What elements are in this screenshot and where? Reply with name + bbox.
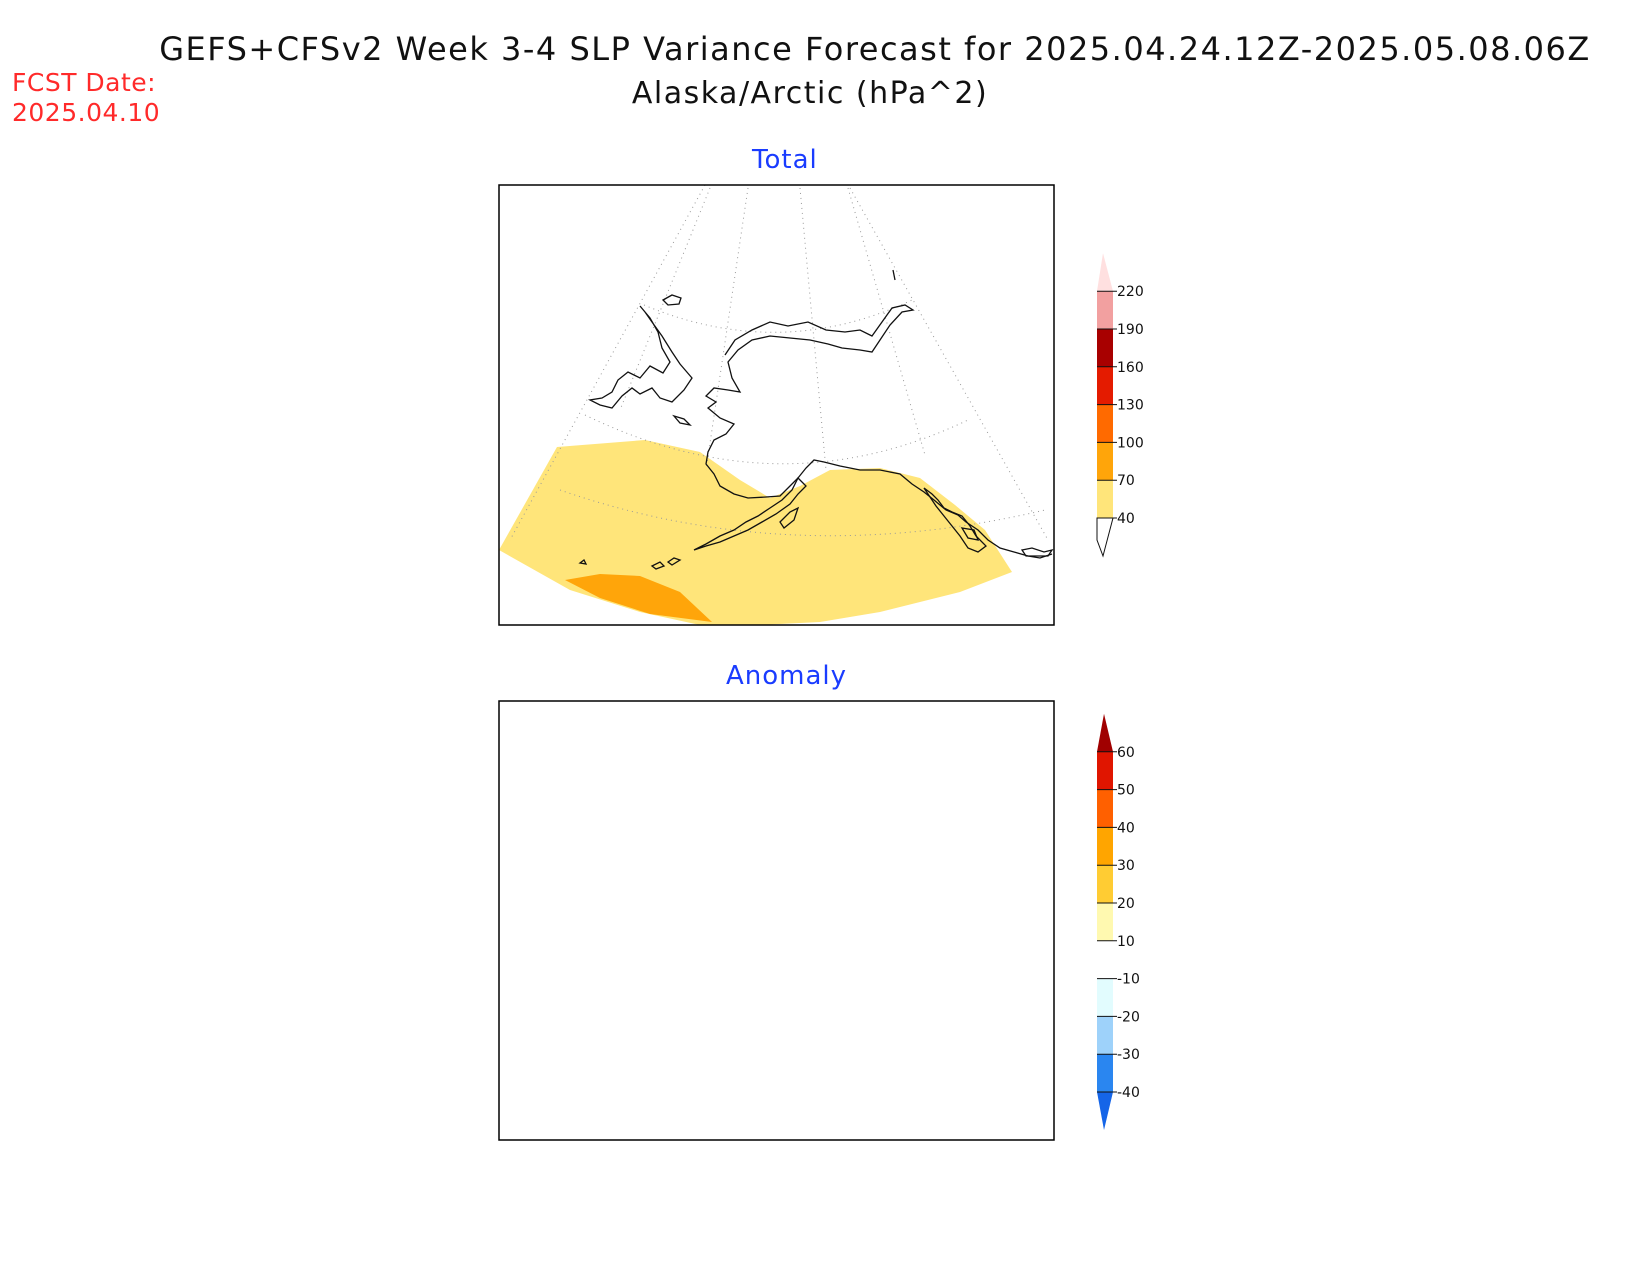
anomaly-colorbar-box — [1097, 978, 1113, 1017]
anomaly-colorbar-label: -30 — [1117, 1047, 1140, 1063]
anomaly-colorbar-label: 30 — [1117, 858, 1135, 874]
anomaly-fill-minus20 — [499, 936, 812, 1141]
anomaly-fill-white-patch — [875, 858, 985, 948]
total-fill-70-100 — [565, 574, 712, 622]
total-colorbar-box — [1097, 404, 1113, 443]
total-colorbar-box — [1097, 291, 1113, 329]
anomaly-colorbar: -40 -30 -20 -10 10 20 30 40 50 60 — [1097, 713, 1140, 1130]
total-colorbar-label: 220 — [1117, 284, 1144, 300]
total-colorbar-lower-tail — [1096, 517, 1114, 558]
anomaly-colorbar-box — [1097, 865, 1113, 903]
total-colorbar-label: 100 — [1117, 435, 1144, 451]
forecast-date-value: 2025.04.10 — [12, 98, 161, 127]
anomaly-colorbar-label: -40 — [1117, 1085, 1140, 1101]
anomaly-colorbar-label: -20 — [1117, 1009, 1140, 1025]
total-colorbar: 40 70 100 130 160 190 220 — [1096, 253, 1144, 558]
anomaly-colorbar-box — [1097, 903, 1113, 941]
anomaly-colorbar-box — [1097, 751, 1113, 790]
anomaly-colorbar-box — [1097, 1016, 1113, 1055]
total-panel-title: Total — [752, 145, 818, 175]
total-colorbar-box — [1097, 480, 1113, 518]
anomaly-map-frame — [498, 700, 1055, 1141]
total-map — [499, 185, 1054, 625]
anomaly-map — [499, 701, 1054, 1141]
anomaly-colorbar-top-triangle — [1097, 713, 1113, 752]
anomaly-colorbar-label: 50 — [1117, 783, 1135, 799]
total-colorbar-label: 190 — [1117, 322, 1144, 338]
anomaly-colorbar-label: 60 — [1117, 745, 1135, 761]
total-colorbar-label: 130 — [1117, 398, 1144, 414]
anomaly-fill-minus10 — [499, 778, 985, 1141]
anomaly-colorbar-label: 20 — [1117, 896, 1135, 912]
forecast-date-label: FCST Date: — [12, 68, 157, 97]
total-map-frame — [498, 184, 1055, 626]
total-colorbar-label: 70 — [1117, 473, 1135, 489]
forecast-date: FCST Date: 2025.04.10 — [12, 68, 160, 128]
chart-title: GEFS+CFSv2 Week 3-4 SLP Variance Forecas… — [159, 30, 1591, 68]
total-colorbar-label: 160 — [1117, 360, 1144, 376]
anomaly-fill-minus40 — [499, 1010, 558, 1086]
anomaly-colorbar-label: 40 — [1117, 820, 1135, 836]
anomaly-fill-minus30 — [499, 972, 616, 1110]
anomaly-panel-title: Anomaly — [726, 661, 848, 691]
anomaly-colorbar-label: 10 — [1117, 934, 1135, 950]
total-colorbar-box — [1097, 366, 1113, 405]
anomaly-colorbar-box — [1097, 827, 1113, 866]
chart-subtitle: Alaska/Arctic (hPa^2) — [631, 76, 989, 111]
anomaly-colorbar-label: -10 — [1117, 972, 1140, 988]
total-colorbar-box — [1097, 329, 1113, 367]
total-colorbar-top-triangle — [1097, 253, 1113, 292]
anomaly-colorbar-bottom-triangle — [1097, 1092, 1113, 1130]
total-colorbar-label: 40 — [1117, 511, 1135, 527]
anomaly-colorbar-box — [1097, 1054, 1113, 1092]
anomaly-colorbar-box — [1097, 789, 1113, 828]
total-colorbar-box — [1097, 442, 1113, 481]
anomaly-colorbar-box — [1097, 940, 1113, 979]
